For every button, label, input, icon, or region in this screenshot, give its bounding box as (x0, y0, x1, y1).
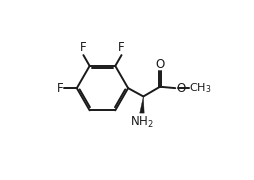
Polygon shape (140, 96, 144, 113)
Text: F: F (80, 41, 86, 54)
Text: O: O (176, 82, 185, 95)
Text: CH$_3$: CH$_3$ (189, 81, 212, 95)
Text: NH$_2$: NH$_2$ (130, 115, 154, 130)
Text: F: F (57, 82, 63, 95)
Text: O: O (155, 58, 165, 71)
Text: F: F (118, 41, 125, 54)
